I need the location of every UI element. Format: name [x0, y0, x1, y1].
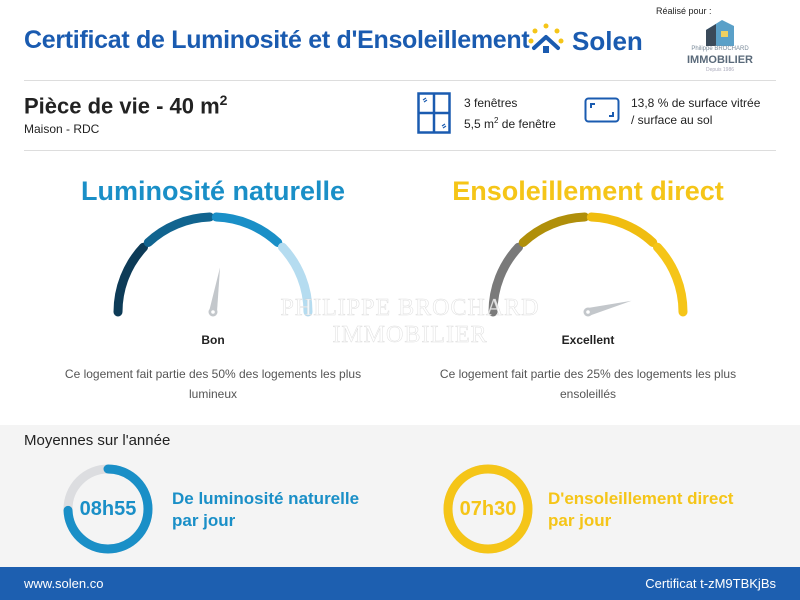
averages-title: Moyennes sur l'année [24, 432, 171, 449]
certificate-id: Certificat t-zM9TBKjBs [645, 576, 776, 591]
realise-pour-label: Réalisé pour : [656, 6, 712, 16]
ensoleillement-ring [443, 464, 533, 554]
surface-ratio-icon [584, 97, 620, 123]
label-line1: De luminosité naturelle [172, 489, 360, 508]
luminosite-description: Ce logement fait partie des 50% des loge… [64, 367, 362, 401]
gauge-segment [211, 212, 283, 248]
luminosite-ring [63, 464, 153, 554]
luminosite-gauge [113, 212, 313, 317]
ensoleillement-gauge [488, 212, 688, 317]
ensoleillement-average-value: 07h30 [459, 498, 517, 520]
ratio-line1: 13,8 % de surface vitrée [631, 96, 761, 110]
area-exponent: 2 [494, 116, 499, 125]
room-exponent: 2 [219, 92, 228, 108]
area-suffix: de fenêtre [498, 117, 556, 131]
gauge-segment [652, 242, 688, 317]
gauge-pivot-center [211, 310, 215, 314]
partner-name: Philippe BROCHARD [691, 46, 749, 52]
ensoleillement-title: Ensoleillement direct [452, 176, 724, 206]
windows-count: 3 fenêtres [464, 96, 518, 110]
gauge-pivot-center [586, 310, 590, 314]
gauge-segment [488, 242, 524, 317]
room-name: Pièce de vie - 40 m [24, 93, 220, 119]
label-line2: par jour [172, 511, 236, 530]
ensoleillement-description: Ce logement fait partie des 25% des loge… [439, 367, 737, 401]
luminosite-rating: Bon [201, 333, 225, 347]
partner-logo-icon [706, 20, 734, 46]
footer: www.solen.co Certificat t-zM9TBKjBs [0, 567, 800, 600]
label-line2: par jour [548, 511, 612, 530]
luminosite-average-value: 08h55 [79, 498, 137, 520]
luminosite-average-label: De luminosité naturelle par jour [172, 488, 359, 532]
ensoleillement-average-label: D'ensoleillement direct par jour [548, 488, 733, 532]
windows-info: 3 fenêtres 5,5 m2 de fenêtre [464, 95, 556, 133]
watermark: PHILIPPE BROCHARD IMMOBILIER [280, 295, 540, 349]
ensoleillement-rating: Excellent [561, 333, 615, 347]
page-title: Certificat de Luminosité et d'Ensoleille… [24, 26, 530, 54]
ring-progress [63, 464, 153, 554]
gauge-needle [209, 267, 221, 313]
solen-logo-icon [528, 23, 564, 53]
window-icon [417, 92, 451, 134]
gauge-segment [586, 212, 658, 248]
room-title: Pièce de vie - 40 m2 [24, 92, 227, 119]
brand-name: Solen [572, 26, 643, 56]
website-link[interactable]: www.solen.co [24, 576, 104, 591]
divider [24, 150, 776, 151]
ratio-line2: / surface au sol [631, 113, 713, 127]
gauge-needle [587, 300, 632, 316]
ratio-info: 13,8 % de surface vitrée / surface au so… [631, 95, 760, 129]
divider [24, 80, 776, 81]
luminosite-title: Luminosité naturelle [80, 176, 346, 206]
label-line1: D'ensoleillement direct [548, 489, 734, 508]
room-location: Maison - RDC [24, 122, 100, 136]
partner-tagline: Depuis 1986 [705, 67, 735, 73]
gauge-segment [143, 212, 215, 248]
gauge-segment [518, 212, 590, 248]
ring-progress [443, 464, 533, 554]
gauge-segment [277, 242, 313, 317]
gauge-segment [113, 242, 149, 317]
windows-area: 5,5 m2 de fenêtre [464, 112, 556, 133]
partner-brand: IMMOBILIER [687, 54, 753, 66]
area-value: 5,5 m [464, 117, 495, 131]
